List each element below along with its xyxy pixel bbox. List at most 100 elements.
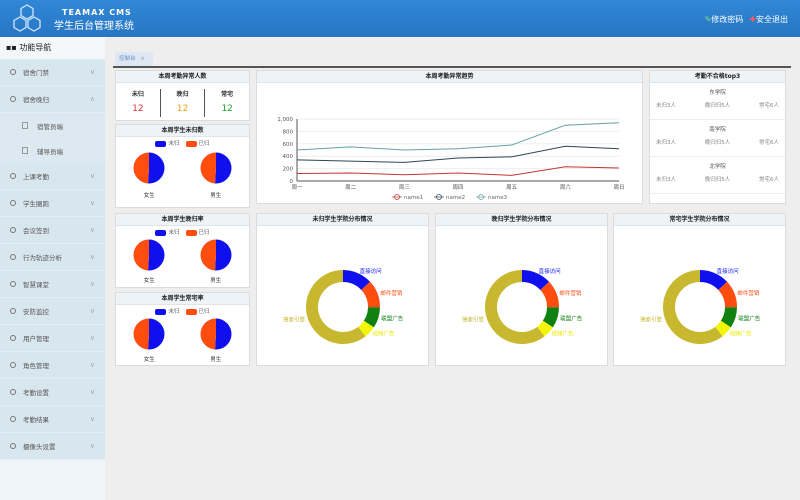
y-tick-label: 200 — [283, 167, 294, 173]
panel-title: 晚归学生学院分布情况 — [436, 214, 607, 226]
legend-label[interactable]: name1 — [404, 195, 423, 201]
legend-item[interactable]: 已归 — [185, 139, 210, 147]
donut-label: 搜索引擎 — [283, 316, 306, 324]
donut-label: 视频广告 — [730, 330, 753, 338]
brand-name: TEAMAX CMS — [62, 8, 132, 17]
sidebar-item-label: 考勤结果 — [23, 416, 49, 424]
pie-slice-b — [133, 318, 150, 350]
donut-label: 邮件营销 — [380, 289, 403, 297]
legend[interactable]: 未归 已归 — [116, 307, 249, 315]
pie-slice-a — [214, 318, 232, 350]
sidebar-item[interactable]: 用户管理 ∨ — [0, 325, 105, 352]
sidebar-item[interactable]: 智慧课堂 ∨ — [0, 271, 105, 298]
donut-label: 搜索引擎 — [640, 316, 663, 324]
logout-link[interactable]: ✚安全退出 — [749, 15, 788, 24]
college-stat: 晚归归5人 — [704, 103, 731, 109]
document-icon — [22, 122, 28, 129]
series-line-name1 — [296, 166, 620, 176]
legend-label: 已归 — [198, 230, 210, 236]
sidebar-item[interactable]: 上课考勤 ∨ — [0, 163, 105, 190]
sidebar-item-label: 宿舍晚归 — [23, 96, 49, 104]
x-tick-label: 周三 — [399, 184, 411, 191]
donut-label: 联盟广告 — [560, 314, 583, 322]
tab-dashboard[interactable]: 控制台 × — [115, 52, 153, 66]
donut-label: 邮件营销 — [737, 289, 760, 297]
pie-slice-a — [148, 239, 165, 271]
legend-label: 未归 — [168, 141, 180, 147]
legend[interactable]: 未归 已归 — [116, 228, 249, 236]
header: TEAMAX CMS 学生后台管理系统 ✎修改密码 ✚安全退出 — [0, 0, 800, 37]
legend-swatch — [155, 140, 167, 147]
stat-1: 晚归 12 — [161, 89, 206, 117]
logout-icon: ✚ — [749, 15, 756, 24]
pie-panel: 本周学生未归数 未归 已归 女生 男生 — [115, 124, 250, 208]
pie-panel: 本周学生常宅率 未归 已归 女生 男生 — [115, 292, 250, 366]
sidebar-item[interactable]: 会议签到 ∨ — [0, 217, 105, 244]
sidebar-item-label: 宿舍门禁 — [23, 69, 49, 77]
sidebar-item[interactable]: 安防监控 ∨ — [0, 298, 105, 325]
donut-panel: 晚归学生学院分布情况 直接访问 邮件营销 联盟广告 视频广告 搜索引擎 — [435, 213, 608, 366]
sidebar-item[interactable]: 摄像头设置 ∨ — [0, 433, 105, 460]
legend[interactable]: 未归 已归 — [116, 139, 249, 147]
donut-slice — [700, 270, 728, 290]
sidebar-item[interactable]: 考勤结果 ∨ — [0, 406, 105, 433]
pie-chart — [133, 152, 165, 184]
legend-label[interactable]: name2 — [446, 195, 465, 201]
nav-title: ▪▪ 功能导航 — [0, 37, 105, 59]
pie-slice-a — [148, 318, 165, 350]
legend-label: 未归 — [168, 309, 180, 315]
location-pin-icon — [10, 69, 16, 75]
stat-label: 晚归 — [176, 91, 189, 98]
panel-title: 本周考勤异常趋势 — [257, 71, 642, 83]
pie-chart — [133, 318, 165, 350]
pie-left: 女生 — [132, 147, 166, 199]
legend-swatch — [185, 308, 197, 315]
donut-slice — [542, 307, 559, 328]
sidebar-item[interactable]: 角色管理 ∨ — [0, 352, 105, 379]
legend-item[interactable]: 未归 — [155, 307, 180, 315]
donut-slice — [343, 270, 371, 290]
location-pin-icon — [10, 362, 16, 368]
x-tick-label: 周四 — [452, 184, 463, 191]
sidebar-subitem[interactable]: 宿管员端 — [0, 113, 105, 138]
panel-title: 本周学生未归数 — [116, 125, 249, 137]
legend-item[interactable]: 已归 — [185, 307, 210, 315]
legend-item[interactable]: 已归 — [185, 228, 210, 236]
stat-label: 常宅 — [221, 91, 234, 98]
legend-item[interactable]: 未归 — [155, 139, 180, 147]
sidebar-subitem-label: 宿管员端 — [37, 122, 63, 131]
sidebar-item[interactable]: 学生圈跑 ∨ — [0, 190, 105, 217]
sidebar-item[interactable]: 宿舍晚归 ∧ — [0, 86, 105, 113]
location-pin-icon — [10, 227, 16, 233]
location-pin-icon — [10, 308, 16, 314]
sidebar-item-label: 安防监控 — [23, 308, 49, 316]
sidebar-item[interactable]: 考勤设置 ∨ — [0, 379, 105, 406]
legend-label[interactable]: name3 — [488, 195, 508, 201]
series-line-name3 — [296, 122, 620, 151]
legend-label: 未归 — [168, 230, 180, 236]
college-stat: 常宅6人 — [759, 103, 779, 109]
legend-item[interactable]: 未归 — [155, 228, 180, 236]
app-title: 学生后台管理系统 — [54, 21, 134, 32]
x-tick-label: 周二 — [345, 184, 357, 191]
sidebar-subitem[interactable]: 辅导员端 — [0, 138, 105, 163]
chevron-icon: ∨ — [89, 334, 95, 342]
sidebar-item[interactable]: 宿舍门禁 ∨ — [0, 59, 105, 86]
close-icon[interactable]: × — [140, 56, 145, 62]
chevron-icon: ∨ — [89, 388, 95, 396]
sidebar-subitem-label: 辅导员端 — [37, 147, 63, 156]
chevron-icon: ∨ — [89, 280, 95, 288]
x-tick-label: 周一 — [291, 184, 303, 191]
legend-swatch — [185, 140, 197, 147]
sidebar-item-label: 上课考勤 — [23, 173, 49, 181]
change-password-link[interactable]: ✎修改密码 — [704, 15, 744, 24]
donut-panel: 未归学生学院分布情况 直接访问 邮件营销 联盟广告 视频广告 搜索引擎 — [256, 213, 429, 366]
sidebar-item[interactable]: 行为轨迹分析 ∨ — [0, 244, 105, 271]
donut-label: 联盟广告 — [738, 314, 761, 322]
panel-title: 本周考勤异常人数 — [116, 71, 249, 83]
donut-label: 直接访问 — [360, 267, 382, 275]
pie-label: 男生 — [210, 193, 222, 199]
stat-label: 未归 — [131, 91, 144, 98]
location-pin-icon — [10, 200, 16, 206]
